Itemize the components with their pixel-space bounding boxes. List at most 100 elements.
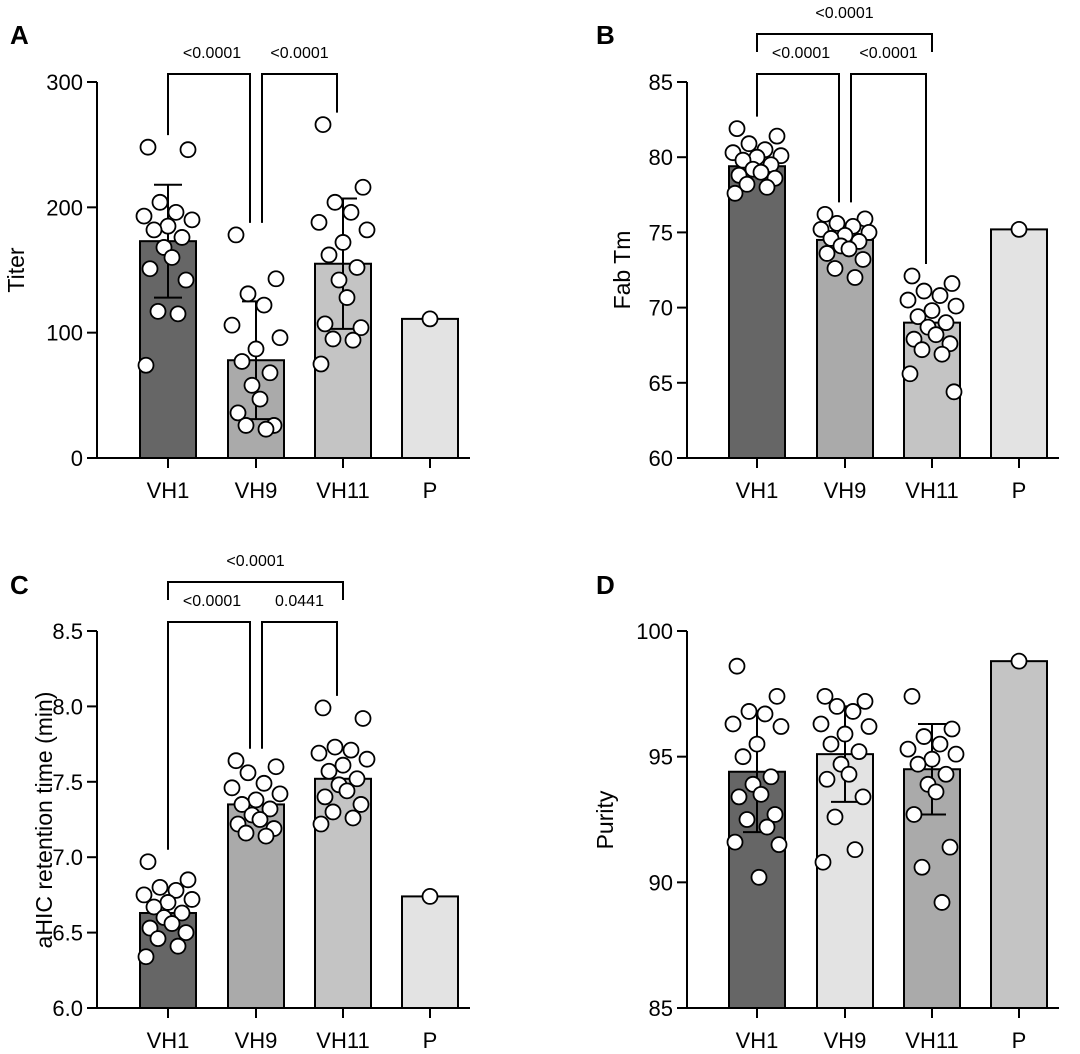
data-point (352, 796, 370, 813)
data-point (947, 297, 965, 315)
data-point (326, 738, 344, 756)
data-point (135, 207, 153, 225)
significance-label: <0.0001 (270, 45, 328, 62)
significance-label: <0.0001 (183, 45, 241, 62)
data-point (915, 728, 933, 745)
panel-d: D Purity 85 90 95 100 VH1 VH9 VH11 P (592, 570, 1059, 1053)
data-point (173, 904, 191, 922)
x-tick-label: P (1012, 1028, 1027, 1053)
y-axis-title: aHIC retention time (min) (31, 692, 57, 949)
data-point (348, 770, 366, 788)
data-point (768, 127, 786, 145)
data-point (255, 296, 273, 314)
data-point (239, 764, 257, 782)
data-point (267, 270, 285, 288)
bar-vh11 (314, 777, 372, 1009)
bar-p (990, 228, 1048, 459)
y-tick-label: 75 (649, 220, 673, 245)
bar-vh1 (728, 165, 786, 459)
data-point (223, 316, 241, 334)
data-point (229, 404, 247, 422)
y-tick-label: 95 (649, 745, 673, 770)
y-tick-label: 85 (649, 996, 673, 1021)
data-point (169, 937, 187, 955)
data-point (909, 755, 927, 773)
data-point (728, 657, 746, 675)
data-point (137, 948, 155, 966)
data-point (818, 770, 836, 788)
data-point (728, 120, 746, 138)
significance-bracket (261, 621, 338, 749)
data-point (1010, 652, 1028, 670)
data-point (310, 744, 328, 762)
data-point (344, 331, 362, 349)
data-point (828, 214, 846, 232)
data-point (726, 833, 744, 851)
data-point (334, 756, 352, 774)
data-point (726, 184, 744, 202)
data-point (915, 282, 933, 300)
y-tick-label: 100 (636, 619, 673, 644)
significance-label: <0.0001 (226, 553, 284, 570)
data-point (756, 705, 774, 723)
data-point (905, 806, 923, 823)
y-tick-label: 6.0 (52, 996, 83, 1021)
data-point (913, 858, 931, 876)
significance-label: <0.0001 (815, 5, 873, 22)
data-point (179, 871, 197, 889)
panel-a: A Titer 0 100 200 300 VH1 VH9 VH11 P <0.0001 <0.000… (3, 20, 470, 503)
data-point (933, 894, 951, 911)
significance-bracket (850, 73, 927, 265)
x-tick-label: VH9 (824, 1028, 867, 1053)
data-point (257, 827, 275, 845)
data-point (758, 818, 776, 836)
data-point (844, 703, 862, 720)
data-point (316, 315, 334, 333)
x-tick-label: VH1 (147, 478, 190, 503)
data-point (320, 762, 338, 780)
data-point (151, 193, 169, 211)
y-tick-label: 90 (649, 870, 673, 895)
x-tick-label: VH11 (316, 478, 369, 503)
data-point (943, 720, 961, 738)
data-point (151, 878, 169, 896)
significance-bracket (261, 73, 338, 223)
data-point (766, 806, 784, 823)
x-tick-label: P (1012, 478, 1027, 503)
x-tick-label: P (423, 1028, 438, 1053)
x-tick-label: VH11 (905, 1028, 958, 1053)
data-point (901, 365, 919, 383)
data-point (227, 752, 245, 770)
data-point (748, 735, 766, 753)
data-point (177, 924, 195, 941)
data-point (758, 178, 776, 196)
data-point (312, 815, 330, 833)
data-point (251, 811, 269, 828)
y-tick-label: 8.5 (52, 619, 83, 644)
panel-letter: C (10, 570, 29, 600)
x-tick-label: VH11 (905, 478, 958, 503)
data-point (135, 886, 153, 904)
data-point (326, 193, 344, 211)
data-point (310, 213, 328, 231)
y-tick-label: 7.0 (52, 845, 83, 870)
data-point (312, 355, 330, 373)
y-tick-label: 85 (649, 70, 673, 95)
data-point (354, 710, 372, 727)
data-point (772, 718, 790, 735)
data-point (159, 217, 177, 235)
data-point (255, 774, 273, 792)
data-point (421, 310, 439, 328)
data-point (139, 853, 157, 871)
data-point (750, 868, 768, 886)
data-point (923, 302, 941, 320)
data-point (338, 782, 356, 800)
data-point (247, 791, 265, 809)
x-tick-label: VH9 (824, 478, 867, 503)
data-point (233, 353, 251, 370)
panel-letter: A (10, 20, 29, 50)
data-point (816, 687, 834, 705)
data-point (227, 226, 245, 244)
significance-bracket (167, 581, 344, 600)
